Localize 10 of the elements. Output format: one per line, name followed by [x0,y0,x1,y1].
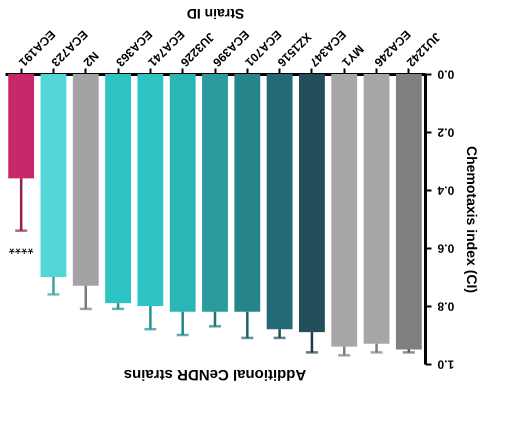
y-tick-label: 1.0 [437,358,454,372]
y-tick-label: 0.6 [437,242,454,256]
text: Additional CeNDR strains [124,366,306,383]
y-tick-label: 0.4 [437,184,454,198]
y-axis-title: Chemotaxis index (CI) [464,146,480,294]
y-tick-label: 0.0 [437,68,454,82]
y-tick-label: 0.8 [437,300,454,314]
y-tick-label: 0.2 [437,126,454,140]
x-axis-title: Strain ID [186,6,244,22]
annotation: **** [8,239,34,256]
